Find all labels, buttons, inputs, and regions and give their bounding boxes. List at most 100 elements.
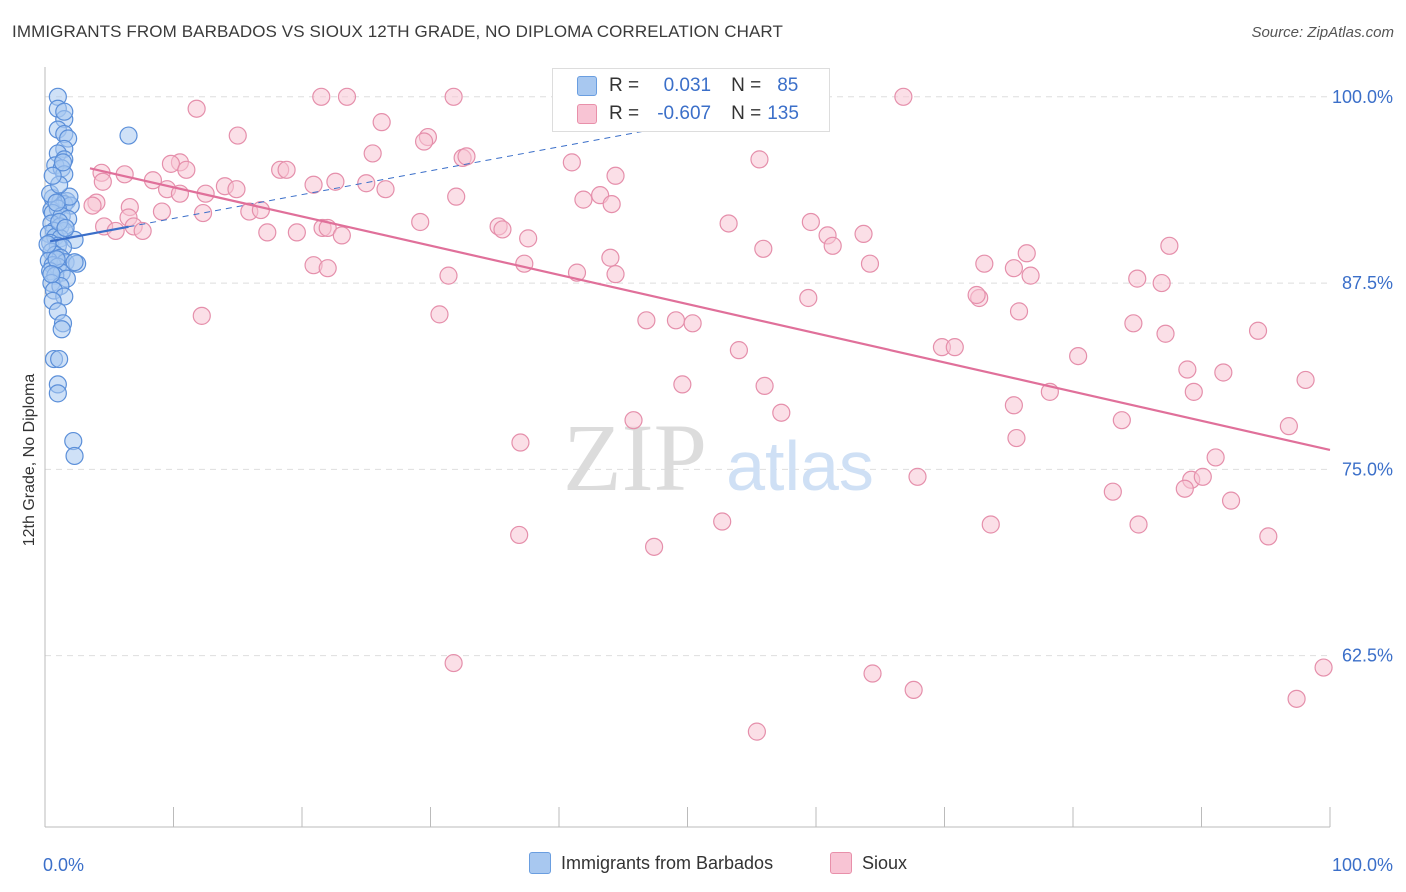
sioux-point bbox=[945, 338, 964, 357]
r-value: -0.607 bbox=[657, 103, 712, 124]
sioux-point bbox=[372, 113, 391, 132]
sioux-point bbox=[457, 147, 476, 166]
sioux-point bbox=[823, 236, 842, 255]
sioux-point bbox=[83, 196, 102, 215]
sioux-point bbox=[1124, 314, 1143, 333]
sioux-point bbox=[312, 87, 331, 106]
sioux-point bbox=[1214, 363, 1233, 382]
barbados-point bbox=[56, 218, 75, 238]
sioux-point bbox=[624, 411, 643, 430]
watermark: ZIP atlas bbox=[563, 404, 874, 511]
barbados-trend-solid bbox=[49, 225, 129, 243]
sioux-point bbox=[1004, 259, 1023, 278]
sioux-point bbox=[860, 254, 880, 273]
y-tick-label: 62.5% bbox=[1342, 646, 1393, 666]
barbados-point bbox=[38, 235, 57, 254]
sioux-point bbox=[304, 175, 323, 194]
n-label: N = bbox=[731, 103, 762, 124]
sioux-point bbox=[562, 153, 581, 172]
sioux-point bbox=[755, 376, 774, 396]
y-tick-labels: 100.0% 87.5% 75.0% 62.5% bbox=[1332, 87, 1393, 666]
sioux-point bbox=[1128, 269, 1147, 288]
sioux-point bbox=[510, 525, 529, 545]
sioux-point bbox=[152, 202, 172, 221]
sioux-point bbox=[772, 403, 791, 422]
sioux-point bbox=[1007, 428, 1026, 448]
sioux-point bbox=[1129, 515, 1148, 534]
legend-label: Immigrants from Barbados bbox=[561, 852, 774, 873]
sioux-point bbox=[161, 154, 181, 173]
barbados-point bbox=[55, 102, 74, 121]
sioux-point bbox=[447, 187, 466, 206]
sioux-point bbox=[337, 87, 357, 106]
sioux-point bbox=[444, 87, 463, 106]
r-label: R = bbox=[609, 75, 640, 96]
sioux-point bbox=[894, 87, 913, 106]
sioux-point bbox=[519, 229, 538, 248]
barbados-trend-dashed bbox=[128, 96, 829, 228]
y-tick-label: 100.0% bbox=[1332, 87, 1393, 107]
sioux-point bbox=[601, 248, 620, 267]
sioux-point bbox=[683, 314, 702, 333]
sioux-point bbox=[1156, 324, 1175, 343]
legend-pink-swatch bbox=[830, 852, 852, 874]
sioux-point bbox=[1103, 482, 1122, 501]
barbados-point bbox=[53, 153, 73, 172]
sioux-point bbox=[606, 265, 625, 284]
sioux-point bbox=[1004, 396, 1023, 415]
stats-box: R = 0.031 N = 85 R = -0.607 N = 135 bbox=[552, 68, 830, 132]
sioux-point bbox=[637, 311, 656, 330]
barbados-point bbox=[48, 384, 67, 403]
sioux-point bbox=[666, 311, 686, 330]
sioux-point bbox=[193, 203, 213, 223]
sioux-point bbox=[187, 99, 206, 118]
sioux-point bbox=[863, 664, 882, 683]
sioux-point bbox=[493, 220, 512, 239]
sioux-point bbox=[1248, 321, 1268, 340]
barbados-point bbox=[65, 253, 84, 272]
blue-swatch bbox=[577, 76, 597, 96]
sioux-point bbox=[606, 166, 625, 185]
n-label: N = bbox=[731, 75, 762, 96]
sioux-point bbox=[1069, 346, 1088, 366]
sioux-point bbox=[332, 226, 351, 245]
sioux-point bbox=[227, 180, 246, 199]
sioux-point bbox=[644, 537, 664, 556]
sioux-point bbox=[574, 190, 593, 209]
barbados-point bbox=[119, 126, 138, 145]
sioux-point bbox=[713, 512, 732, 531]
sioux-point bbox=[799, 288, 818, 308]
sioux-point bbox=[318, 259, 337, 278]
sioux-point bbox=[1279, 417, 1298, 436]
sioux-point bbox=[908, 467, 927, 486]
sioux-point bbox=[975, 254, 994, 273]
sioux-point bbox=[363, 144, 382, 163]
sioux-point bbox=[1259, 527, 1278, 546]
sioux-point bbox=[1175, 479, 1194, 498]
sioux-point bbox=[981, 515, 1000, 534]
stats-row-blue: R = 0.031 N = 85 bbox=[553, 72, 798, 100]
sioux-points bbox=[83, 87, 1333, 741]
sioux-point bbox=[414, 132, 434, 151]
sioux-point bbox=[411, 212, 430, 232]
sioux-point bbox=[719, 214, 738, 233]
watermark-atlas: atlas bbox=[726, 427, 874, 505]
legend-blue-swatch bbox=[529, 852, 551, 874]
sioux-point bbox=[602, 194, 621, 214]
n-value: 85 bbox=[777, 75, 799, 96]
sioux-point bbox=[747, 722, 766, 741]
sioux-point bbox=[801, 212, 820, 232]
sioux-point bbox=[258, 223, 277, 242]
barbados-point bbox=[47, 193, 66, 212]
sioux-point bbox=[228, 126, 247, 145]
sioux-point bbox=[177, 160, 196, 179]
sioux-point bbox=[326, 172, 345, 191]
axes bbox=[44, 67, 1331, 828]
sioux-point bbox=[1184, 382, 1203, 401]
x-tick-label: 0.0% bbox=[43, 855, 84, 875]
sioux-point bbox=[133, 221, 152, 241]
sioux-point bbox=[1178, 360, 1197, 379]
sioux-point bbox=[1021, 266, 1040, 285]
y-tick-label: 87.5% bbox=[1342, 273, 1393, 293]
sioux-point bbox=[1112, 411, 1131, 430]
